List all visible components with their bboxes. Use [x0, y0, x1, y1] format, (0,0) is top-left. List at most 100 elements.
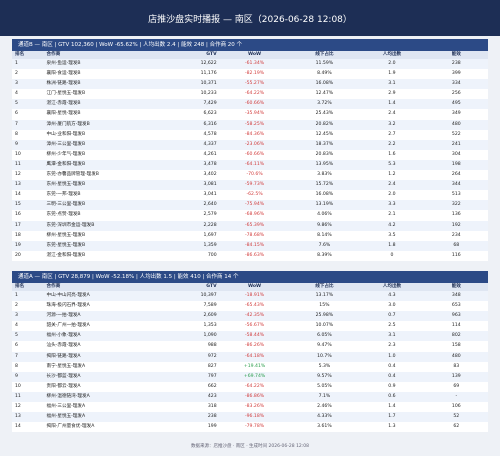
column-header: 排名	[15, 52, 25, 57]
section: 通道B — 南区 | GTV 102,360 | WoW -65.62% | 人…	[12, 39, 488, 261]
cell: 2,579	[203, 212, 217, 218]
cell: 1.0	[388, 353, 396, 359]
cell: -79.78%	[244, 424, 265, 430]
cell: 2,228	[203, 222, 217, 228]
column-header: WoW	[248, 52, 262, 57]
column-header: WoW	[248, 284, 262, 289]
cell: 1.2	[388, 172, 396, 178]
cell: 东莞-一邦-理发B	[46, 192, 81, 198]
cell: 797	[207, 373, 217, 379]
cell: 揭阳-链路-理发A	[46, 353, 81, 359]
cell: 264	[451, 172, 461, 178]
cell: -56.67%	[244, 323, 265, 329]
cell: 2.4	[388, 111, 396, 117]
cell: 2.46%	[317, 404, 332, 410]
cell: 513	[451, 192, 461, 198]
table-row: 5 福州-小象-理发A 1,090 -58.44% 6.05% 3.1 802	[12, 331, 488, 342]
cell: 4.33%	[317, 414, 332, 420]
cell: 4.2	[388, 222, 396, 228]
cell: 4,261	[203, 151, 217, 157]
cell: 3.1	[388, 81, 396, 87]
cell: 襄阳-星悦-理发B	[46, 111, 81, 117]
cell: 株洲-链路-理发B	[46, 81, 81, 87]
cell: +19.41%	[243, 363, 266, 369]
cell: 653	[451, 303, 461, 309]
cell: 4.3	[388, 293, 396, 298]
cell: 福州-三公里-理发A	[46, 404, 86, 410]
cell: 69	[453, 383, 460, 389]
title-bar: 店推沙盘实时播报 — 南区（2026-06-28 12:08）	[0, 0, 500, 36]
cell: 199	[207, 424, 217, 430]
cell: -96.18%	[244, 414, 265, 420]
table-row: 8 中山-业和阳-理发B 4,578 -84.36% 12.45% 2.7 522	[12, 130, 488, 140]
cell: 234	[451, 232, 461, 238]
cell: 3	[15, 313, 18, 319]
cell: 漳州-三公里-理发B	[46, 141, 86, 147]
cell: 20	[15, 252, 21, 258]
cell: 988	[207, 343, 217, 349]
cell: -86.86%	[244, 393, 265, 399]
cell: 963	[451, 313, 461, 319]
cell: 802	[451, 333, 461, 339]
cell: 柳州-星悦五-理发B	[46, 232, 86, 238]
table-row: 11 鹰潭-金和阳-理发B 3,478 -64.11% 13.95% 5.3 198	[12, 159, 488, 171]
cell: 16	[15, 212, 21, 218]
cell: 东莞-点赞-理发B	[46, 212, 81, 218]
cell: 13	[15, 414, 21, 420]
cell: 2,609	[203, 313, 217, 319]
cell: 襄阳-食运-理发B	[46, 71, 81, 77]
cell: 304	[451, 151, 461, 157]
cell: 1	[15, 61, 18, 66]
cell: 揭阳-广州量食优-理发A	[46, 424, 95, 430]
cell: 0.7	[388, 313, 396, 319]
cell: 9	[15, 373, 18, 379]
cell: 399	[451, 71, 461, 77]
cell: 8	[15, 131, 18, 137]
cell: +69.74%	[243, 373, 266, 379]
cell: 495	[451, 101, 461, 107]
cell: 9.86%	[317, 222, 332, 228]
cell: 1,359	[203, 242, 217, 248]
cell: 泉州-鱼运-理发B	[46, 61, 81, 66]
cell: 10	[15, 383, 21, 389]
cell: 480	[451, 121, 461, 127]
cell: 318	[207, 404, 217, 410]
cell: -59.73%	[244, 182, 265, 188]
cell: 3.1	[388, 333, 396, 339]
table-row: 2 珠海-极闪石界-理发A 7,589 -65.43% 15% 3.0 653	[12, 301, 488, 311]
cell: -65.43%	[244, 303, 265, 309]
table-row: 6 襄阳-星悦-理发B 6,623 -35.94% 25.43% 2.4 349	[12, 109, 488, 119]
cell: 12.47%	[315, 91, 334, 97]
cell: 192	[451, 222, 461, 228]
cell: 10.07%	[315, 323, 334, 329]
table-row: 9 漳州-三公里-理发B 4,337 -23.06% 18.37% 2.2 241	[12, 139, 488, 150]
table-row: 5 湛江-赤霞-理发B 7,429 -60.66% 3.72% 1.4 495	[12, 99, 488, 110]
cell: 2.5	[388, 323, 396, 329]
cell: 20.82%	[315, 121, 334, 127]
cell: 10,233	[200, 91, 217, 97]
cell: 0.6	[388, 393, 396, 399]
cell: 福州-小象-理发A	[46, 333, 81, 339]
cell: 3	[15, 81, 18, 87]
cell: -64.18%	[244, 353, 265, 359]
cell: 东莞-亦馨品牌管理-理发B	[46, 172, 99, 178]
cell: 3,081	[203, 182, 217, 188]
cell: 中山-中山闪亮-理发A	[46, 293, 90, 298]
section-header: 通道B — 南区 | GTV 102,360 | WoW -65.62% | 人…	[12, 39, 488, 51]
cell: 11,176	[200, 71, 217, 77]
cell: 长沙-都蓝-理发A	[46, 373, 81, 379]
cell: 江门-星悦五-理发B	[46, 91, 86, 97]
cell: 20.83%	[315, 151, 334, 157]
table-row: 12 东莞-亦馨品牌管理-理发B 3,402 -70.6% 3.83% 1.2 264	[12, 170, 488, 180]
cell: 15%	[319, 303, 330, 309]
cell: 662	[207, 383, 217, 389]
cell: 700	[207, 252, 217, 258]
cell: 9.47%	[317, 343, 332, 349]
cell: 11	[15, 161, 21, 167]
table-row: 8 南宁-星悦五-理发A 827 +19.41% 5.3% 0.4 83	[12, 362, 488, 372]
table-row: 13 福州-星悦五-理发A 238 -96.18% 4.33% 1.7 52	[12, 412, 488, 423]
cell: 1.4	[388, 404, 396, 410]
cell: 2.9	[388, 91, 396, 97]
cell: 15	[15, 202, 21, 208]
cell: 12	[15, 404, 21, 410]
